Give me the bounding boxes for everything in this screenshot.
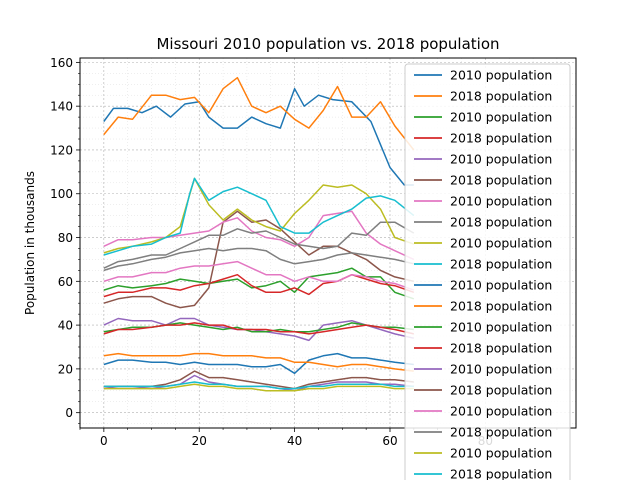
plot-frame [79, 57, 577, 429]
legend-entry: 2018 population [450, 257, 552, 272]
series-group [103, 76, 415, 392]
legend-entry: 2010 population [450, 362, 552, 377]
series-line-9 [103, 177, 415, 254]
y-tick-label: 80 [58, 231, 73, 245]
y-tick-label: 0 [65, 406, 73, 420]
legend-entry: 2010 population [450, 446, 552, 461]
y-tick-label: 160 [50, 56, 73, 70]
legend-entry: 2010 population [450, 278, 552, 293]
y-axis-label: Population in thousands [23, 171, 37, 315]
series-line-17 [103, 260, 415, 291]
legend-entry: 2010 population [450, 68, 552, 83]
x-tick-label: 60 [382, 434, 397, 448]
legend-entry: 2018 population [450, 425, 552, 440]
series-line-5 [103, 317, 414, 342]
series-line-2 [103, 76, 415, 151]
series-line-3 [103, 267, 415, 300]
y-tick-label: 100 [50, 187, 73, 201]
series-line-18 [103, 247, 414, 272]
legend-entry: 2018 population [450, 173, 552, 188]
legend-entry: 2018 population [450, 215, 552, 230]
legend-entry: 2018 population [450, 383, 552, 398]
legend-entry: 2018 population [450, 299, 552, 314]
legend: 2010 population 2018 population 2010 popul… [404, 63, 571, 480]
series-line-16 [103, 370, 414, 390]
x-tick-label: 0 [100, 434, 108, 448]
series-line-4 [103, 273, 415, 298]
y-tick-label: 60 [58, 275, 73, 289]
x-tick-label: 40 [287, 434, 302, 448]
legend-entry: 2010 population [450, 320, 552, 335]
chart-title: Missouri 2010 population vs. 2018 popula… [156, 35, 499, 53]
y-tick-label: 120 [50, 143, 73, 157]
series-line-7 [103, 210, 415, 261]
series-line-11 [103, 352, 414, 375]
legend-entry: 2010 population [450, 236, 552, 251]
series-line-10 [103, 177, 415, 256]
y-tick-label: 20 [58, 362, 73, 376]
series-line-20 [103, 381, 414, 390]
legend-box [404, 63, 571, 480]
legend-entry: 2010 population [450, 194, 552, 209]
legend-entry: 2010 population [450, 152, 552, 167]
legend-entry: 2018 population [450, 131, 552, 146]
legend-entry: 2018 population [450, 89, 552, 104]
series-line-1 [103, 87, 414, 186]
series-line-19 [103, 383, 414, 392]
legend-entry: 2018 population [450, 467, 552, 480]
legend-entry: 2010 population [450, 404, 552, 419]
x-tick-label: 20 [192, 434, 207, 448]
y-tick-label: 140 [50, 100, 73, 114]
legend-entry: 2010 population [450, 110, 552, 125]
series-line-6 [103, 210, 414, 309]
legend-entry: 2018 population [450, 341, 552, 356]
series-line-8 [103, 221, 415, 269]
y-tick-label: 40 [58, 319, 73, 333]
series-line-14 [103, 322, 414, 335]
series-line-12 [103, 352, 414, 372]
